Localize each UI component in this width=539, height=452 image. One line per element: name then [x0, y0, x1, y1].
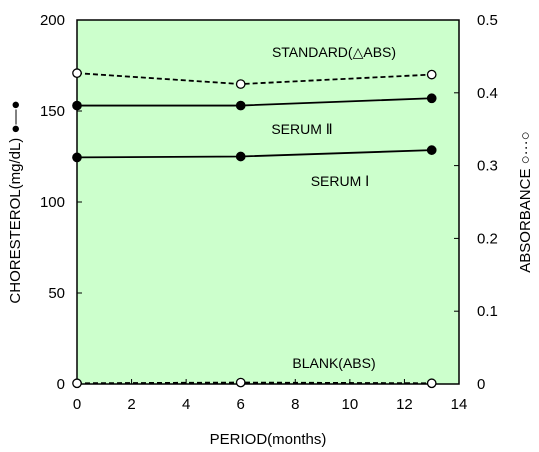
series-0-label: STANDARD(△ABS) — [272, 44, 396, 60]
y-right-tick-label: 0.5 — [477, 12, 498, 29]
series-0-point — [426, 69, 437, 80]
series-2-point — [235, 151, 246, 162]
annotations: STANDARD(△ABS) SERUM Ⅱ SERUM Ⅰ BLANK(ABS) — [271, 44, 396, 371]
series-1-point — [235, 100, 246, 111]
x-tick-label: 14 — [451, 396, 468, 413]
y-right-axis-title: ABSORBANCE ○···○ — [517, 131, 534, 272]
series-2-label: SERUM Ⅰ — [311, 173, 370, 189]
series-3-label: BLANK(ABS) — [292, 355, 375, 371]
series-0-point — [235, 79, 246, 89]
series-1-point — [72, 100, 82, 111]
y-left-tick-label: 100 — [40, 194, 65, 211]
ticks: 0 2 4 6 8 10 12 14 0 50 100 150 200 0 0.1 0.2 0.3 0.4 0.5 — [40, 12, 498, 413]
y-right-tick-label: 0.4 — [477, 85, 498, 102]
series-0-point — [72, 68, 82, 78]
x-tick-label: 12 — [396, 396, 413, 413]
x-tick-label: 6 — [237, 396, 245, 413]
y-left-tick-label: 200 — [40, 12, 65, 29]
y-left-tick-label: 150 — [40, 103, 65, 120]
x-tick-label: 2 — [127, 396, 135, 413]
series-3-point — [426, 378, 437, 389]
plot-area — [76, 19, 460, 385]
series-2-point — [426, 145, 437, 155]
x-tick-label: 0 — [73, 396, 81, 413]
y-left-tick-label: 0 — [57, 376, 65, 393]
x-tick-label: 10 — [342, 396, 359, 413]
x-tick-label: 8 — [291, 396, 299, 413]
series-1-point — [426, 93, 437, 104]
series-3-point — [235, 377, 246, 388]
series-2-point — [72, 152, 82, 163]
x-axis-title: PERIOD(months) — [210, 431, 327, 448]
x-tick-label: 4 — [182, 396, 190, 413]
series-1-label: SERUM Ⅱ — [271, 121, 332, 137]
y-right-tick-label: 0.3 — [477, 158, 498, 175]
y-left-tick-label: 50 — [48, 285, 65, 302]
series-3-point — [72, 378, 82, 389]
series-layer — [72, 68, 437, 389]
y-left-axis-title: CHORESTEROL(mg/dL) ●―● — [7, 100, 24, 303]
y-right-tick-label: 0 — [477, 376, 485, 393]
y-right-tick-label: 0.2 — [477, 230, 498, 247]
y-right-tick-label: 0.1 — [477, 303, 498, 320]
